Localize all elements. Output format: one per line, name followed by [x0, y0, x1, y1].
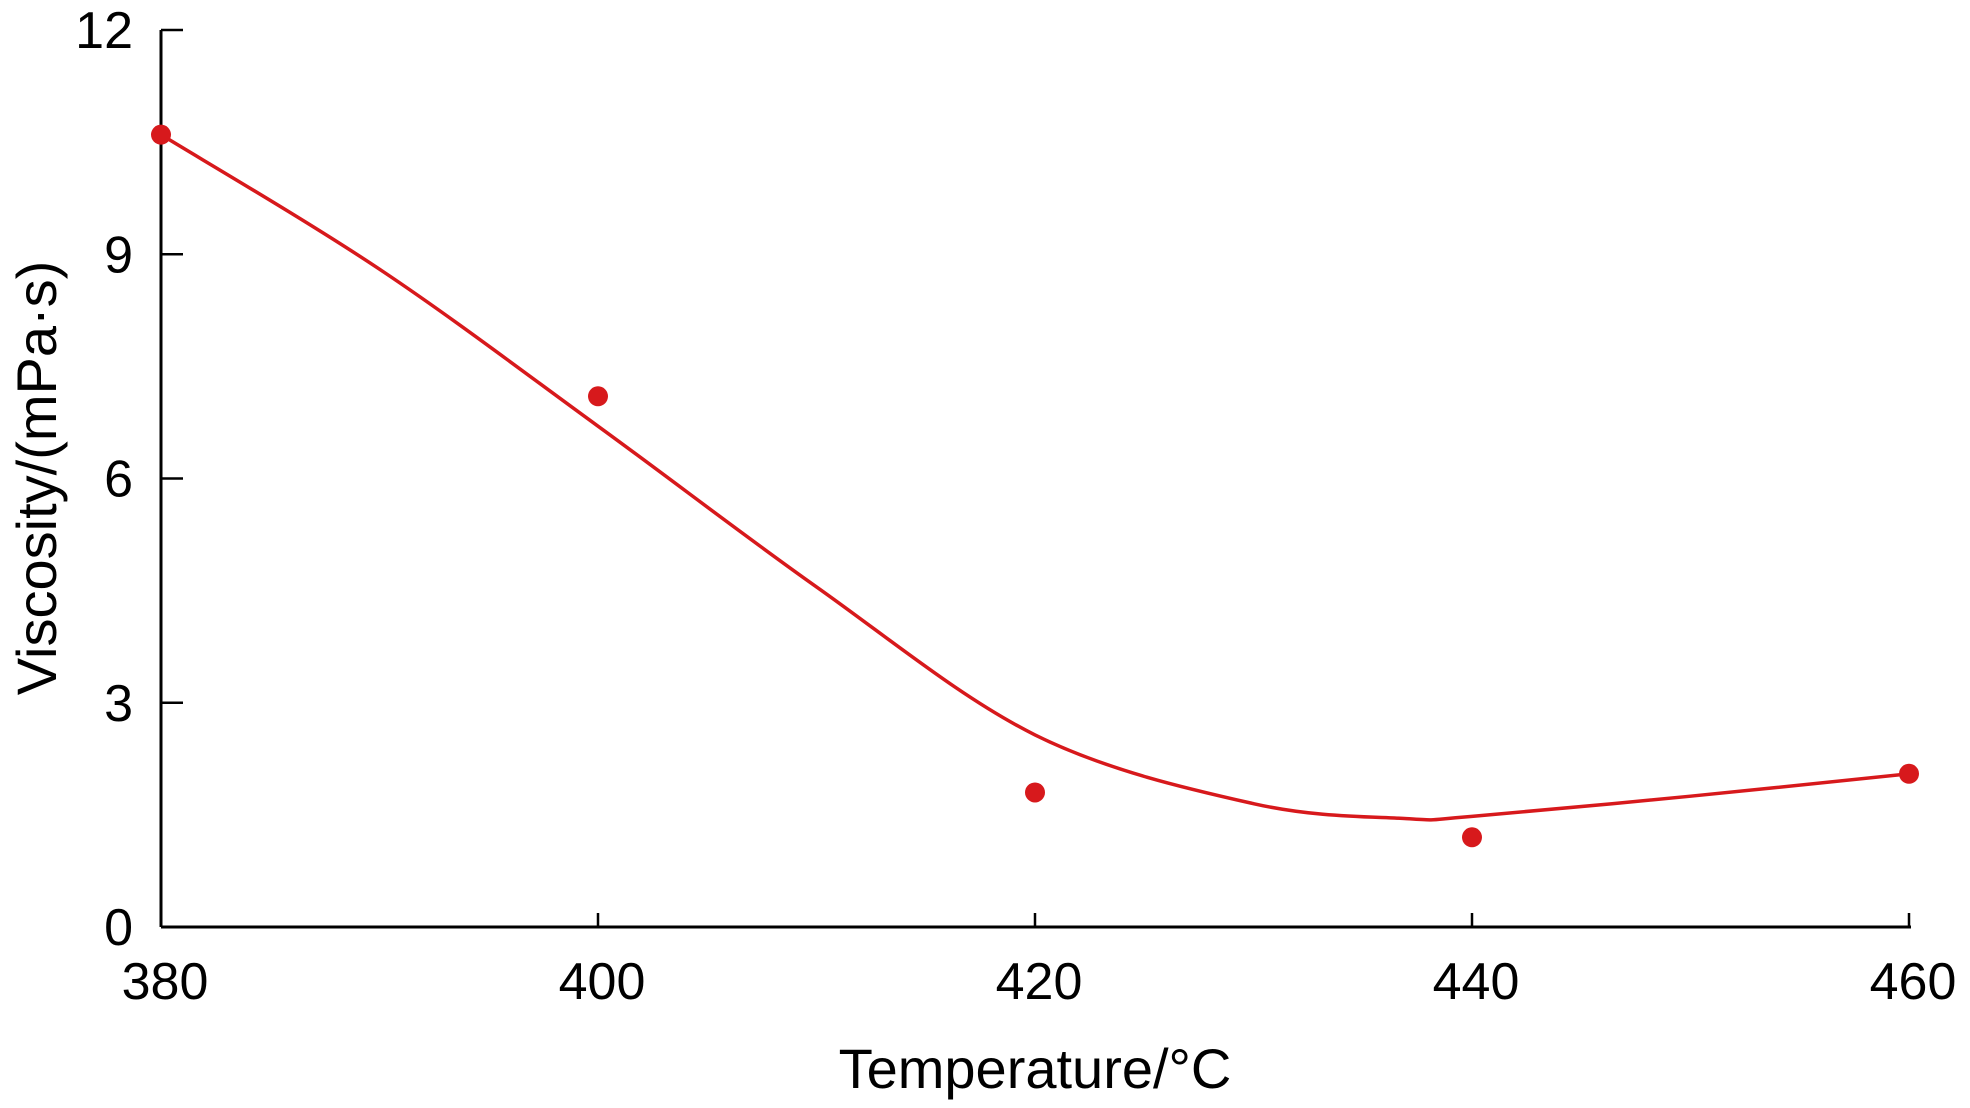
y-tick-label: 0: [104, 899, 133, 957]
y-tick-label: 6: [104, 451, 133, 509]
x-tick-label: 420: [996, 953, 1083, 1011]
x-tick-label: 400: [559, 953, 646, 1011]
y-tick-label: 9: [104, 226, 133, 284]
data-point: [1025, 782, 1045, 803]
axes: 380 400 420 440 460 0 3 6 9 12: [75, 2, 1956, 1011]
x-tick-label: 460: [1870, 953, 1957, 1011]
data-points: [151, 124, 1919, 848]
data-point: [1462, 827, 1482, 848]
data-point: [1899, 763, 1919, 784]
data-point: [151, 124, 171, 145]
y-tick-label: 3: [104, 675, 133, 733]
y-tick-label: 12: [75, 2, 133, 60]
x-tick-label: 440: [1433, 953, 1520, 1011]
x-axis-label: Temperature/°C: [839, 1037, 1232, 1100]
y-axis-label: Viscosity/(mPa·s): [5, 261, 68, 696]
data-point: [588, 386, 608, 407]
x-tick-label: 380: [122, 953, 209, 1011]
fit-curve: [160, 133, 1910, 822]
